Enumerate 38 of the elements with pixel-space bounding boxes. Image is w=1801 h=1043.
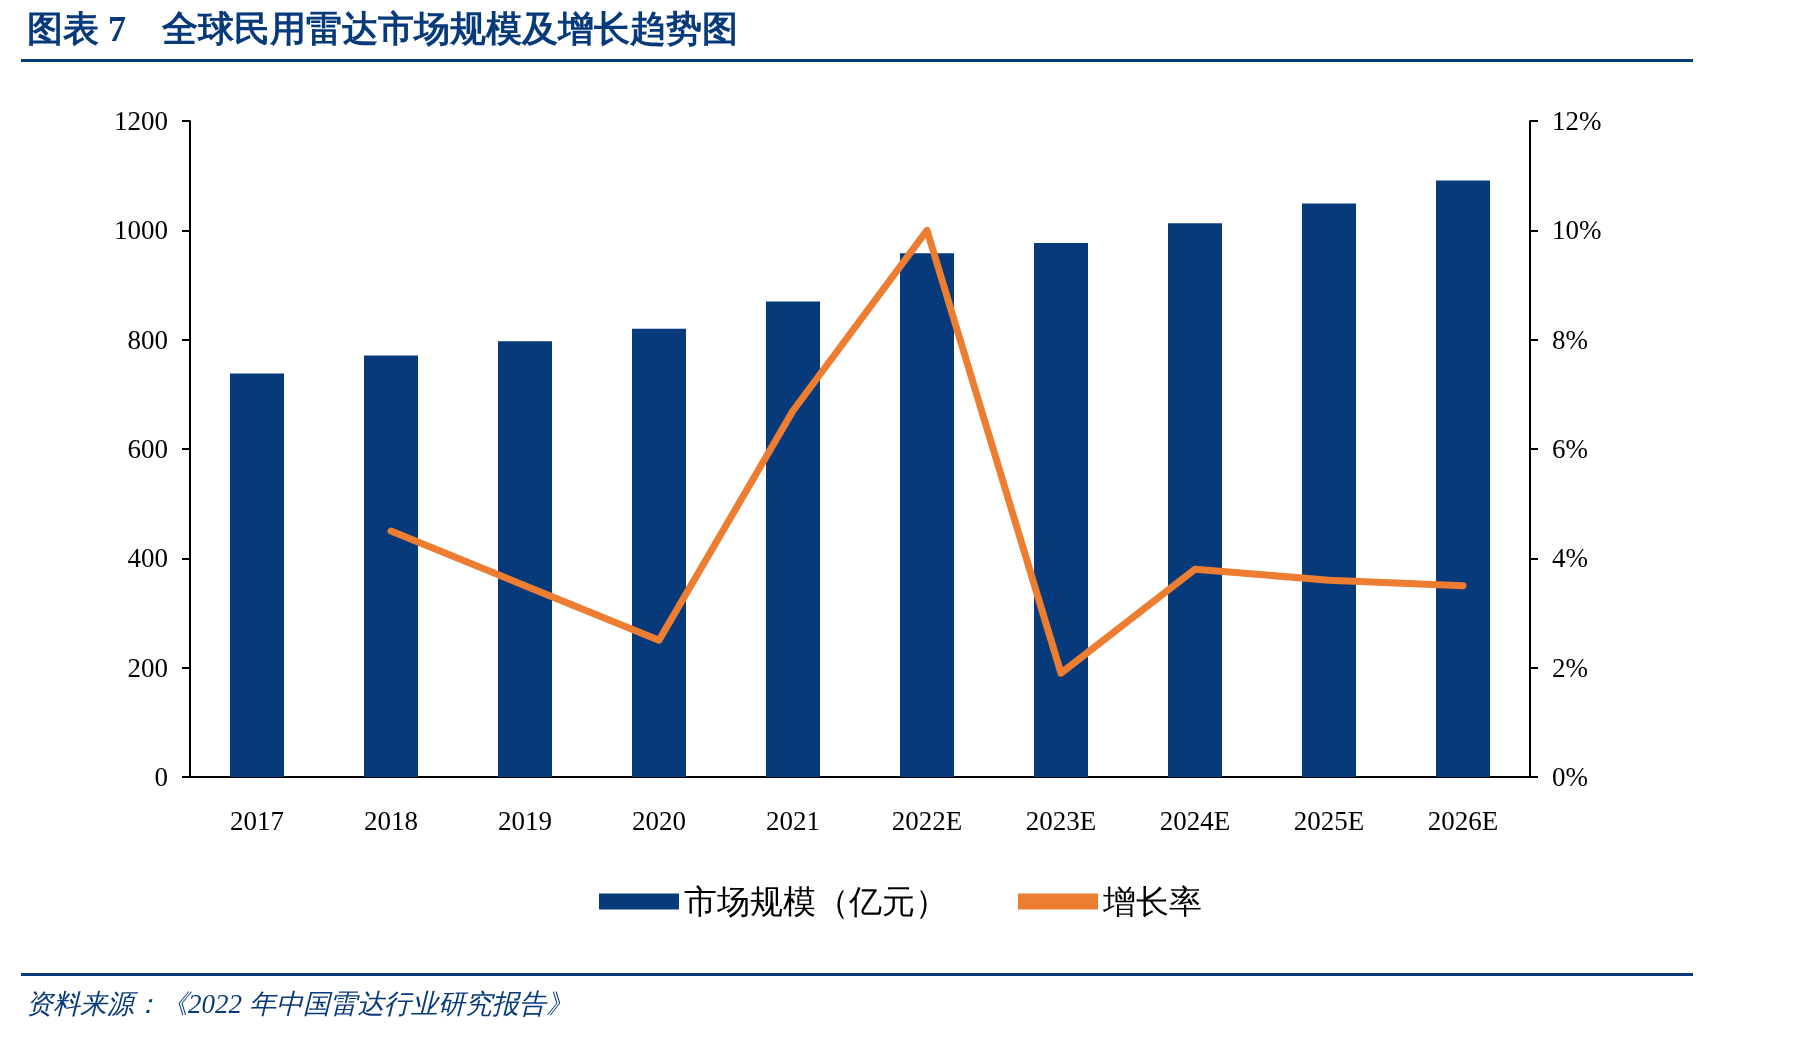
- bar: [364, 355, 418, 777]
- text: 资料来源：《2022 年中国雷达行业研究报告》: [26, 988, 573, 1019]
- y2-tick-label: 4%: [1552, 543, 1588, 574]
- chart-title: 图表 7 全球民用雷达市场规模及增长趋势图: [27, 9, 738, 49]
- y-tick-label: 600: [127, 434, 168, 464]
- x-tick-label: 2023E: [1025, 805, 1097, 836]
- bar: [900, 253, 954, 777]
- y-tick-label: 400: [127, 543, 168, 574]
- x-tick-label: 2021: [766, 805, 820, 836]
- y2-tick-label: 6%: [1552, 434, 1588, 464]
- legend-label: 市场规模（亿元）: [684, 882, 948, 921]
- x-tick-label: 2022E: [891, 805, 963, 836]
- y-tick-label: 800: [127, 324, 168, 355]
- x-tick-label: 2025E: [1293, 805, 1365, 836]
- y-tick-label: 0: [154, 762, 168, 792]
- legend-label: 增长率: [1102, 882, 1202, 921]
- bar: [1302, 203, 1356, 777]
- x-tick-label: 2026E: [1427, 805, 1499, 836]
- y2-tick-label: 0%: [1552, 762, 1588, 792]
- x-tick-label: 2017: [230, 805, 284, 836]
- y-tick-label: 1200: [114, 106, 168, 136]
- bar: [230, 373, 284, 777]
- y2-tick-label: 10%: [1552, 215, 1602, 246]
- bar: [1436, 180, 1490, 777]
- x-tick-label: 2019: [498, 805, 552, 836]
- x-tick-label: 2018: [364, 805, 418, 836]
- y2-tick-label: 12%: [1552, 106, 1602, 136]
- bar: [1034, 242, 1088, 777]
- x-tick-label: 2020: [632, 805, 686, 836]
- y2-tick-label: 2%: [1552, 652, 1588, 683]
- x-tick-label: 2024E: [1159, 805, 1231, 836]
- bar: [498, 341, 552, 777]
- y-tick-label: 1000: [114, 215, 168, 246]
- y2-tick-label: 8%: [1552, 324, 1588, 355]
- bar: [766, 301, 820, 777]
- bar: [1168, 223, 1222, 777]
- y-tick-label: 200: [127, 652, 168, 683]
- bar: [632, 328, 686, 777]
